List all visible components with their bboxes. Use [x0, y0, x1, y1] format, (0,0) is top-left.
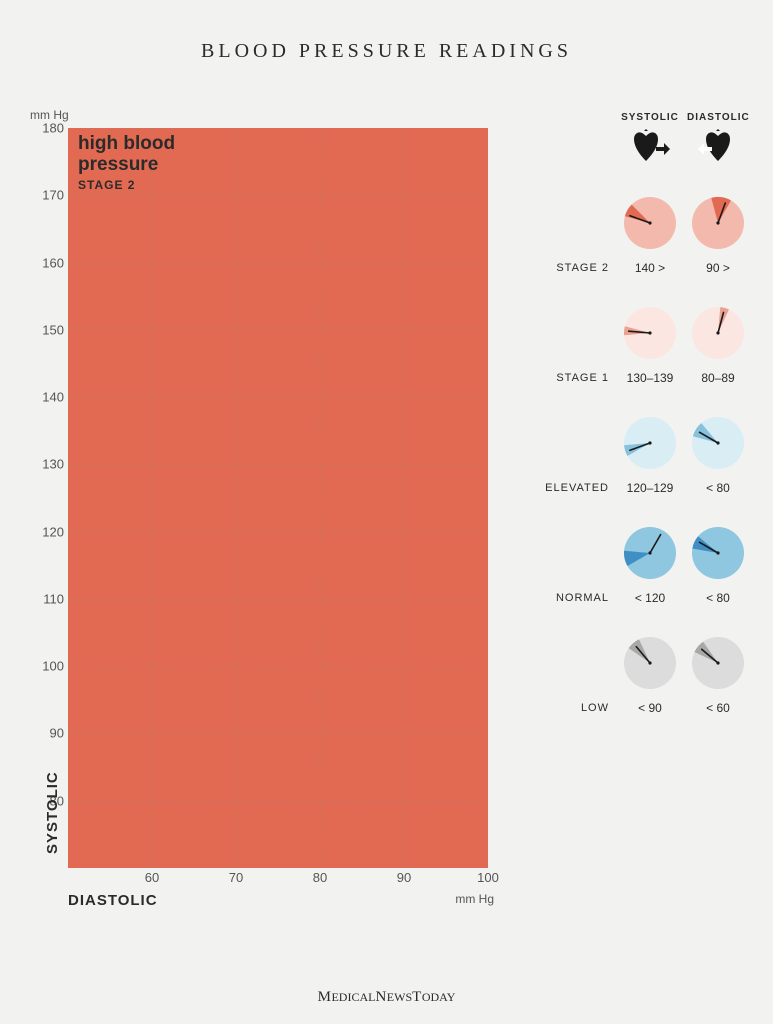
y-tick: 180 [42, 121, 64, 136]
legend-row-stage2 [539, 195, 749, 251]
x-tick: 90 [397, 870, 411, 885]
x-tick: 80 [313, 870, 327, 885]
y-tick-labels: 8090100110120130140150160170180 [30, 128, 64, 868]
y-tick: 150 [42, 322, 64, 337]
plot-area: lownormalelevatedhigh bloodpressureSTAGE… [68, 128, 488, 868]
gauge-sys-icon [622, 525, 678, 581]
gauge-sys-icon [622, 635, 678, 691]
legend-values-stage1: STAGE 1 130–139 80–89 [539, 371, 749, 385]
legend-header-sys: SYSTOLIC [619, 112, 681, 123]
legend-values-elevated: ELEVATED 120–129 < 80 [539, 481, 749, 495]
legend-stage-label: STAGE 2 [539, 262, 613, 274]
main-title: BLOOD PRESSURE READINGS [0, 0, 773, 63]
legend-sys-value: < 90 [638, 701, 662, 715]
legend-column: SYSTOLIC DIASTOLIC STAGE 2 140 > 90 > [539, 112, 749, 745]
x-tick: 60 [145, 870, 159, 885]
gauge-dia-icon [690, 635, 746, 691]
y-axis-title: SYSTOLIC [44, 771, 61, 854]
y-tick: 140 [42, 390, 64, 405]
zone-label-stage2: high bloodpressureSTAGE 2 [78, 134, 175, 192]
x-axis-title: DIASTOLIC [68, 892, 158, 909]
x-tick: 100 [477, 870, 499, 885]
legend-row-elevated [539, 415, 749, 471]
legend-stage-label: ELEVATED [539, 482, 613, 494]
legend-header-dia: DIASTOLIC [687, 112, 749, 123]
legend-values-normal: NORMAL < 120 < 80 [539, 591, 749, 605]
legend-dia-value: 90 > [706, 261, 730, 275]
legend-values-stage2: STAGE 2 140 > 90 > [539, 261, 749, 275]
y-tick: 110 [43, 591, 64, 606]
legend-header: SYSTOLIC DIASTOLIC [539, 112, 749, 123]
gauge-sys-icon [622, 305, 678, 361]
heart-systolic-icon [630, 129, 670, 167]
y-tick: 100 [42, 659, 64, 674]
gauge-dia-icon [690, 195, 746, 251]
legend-stage-label: LOW [539, 702, 613, 714]
legend-sys-value: < 120 [635, 591, 665, 605]
footer-credit: MEDICALNEWSTODAY [0, 989, 773, 1006]
legend-sys-value: 120–129 [627, 481, 674, 495]
legend-dia-value: < 60 [706, 701, 730, 715]
y-tick: 160 [42, 255, 64, 270]
y-tick: 90 [50, 726, 64, 741]
legend-row-normal [539, 525, 749, 581]
legend-row-low [539, 635, 749, 691]
y-tick: 130 [42, 457, 64, 472]
x-tick-labels: 60708090100 [68, 870, 488, 890]
heart-diastolic-icon [698, 129, 738, 167]
bp-chart: mm Hg 8090100110120130140150160170180 lo… [68, 110, 488, 900]
legend-sys-value: 140 > [635, 261, 665, 275]
gauge-sys-icon [622, 195, 678, 251]
gauge-sys-icon [622, 415, 678, 471]
gauge-dia-icon [690, 525, 746, 581]
legend-dia-value: < 80 [706, 481, 730, 495]
legend-sys-value: 130–139 [627, 371, 674, 385]
y-tick: 120 [42, 524, 64, 539]
zone-stage2: high bloodpressureSTAGE 2 [68, 128, 488, 868]
gauge-dia-icon [690, 305, 746, 361]
heart-icons-row [539, 129, 749, 167]
legend-stage-label: STAGE 1 [539, 372, 613, 384]
y-tick: 170 [42, 188, 64, 203]
x-unit: mm Hg [455, 892, 494, 906]
legend-dia-value: < 80 [706, 591, 730, 605]
legend-stage-label: NORMAL [539, 592, 613, 604]
legend-values-low: LOW < 90 < 60 [539, 701, 749, 715]
legend-row-stage1 [539, 305, 749, 361]
legend-dia-value: 80–89 [701, 371, 734, 385]
x-tick: 70 [229, 870, 243, 885]
gauge-dia-icon [690, 415, 746, 471]
